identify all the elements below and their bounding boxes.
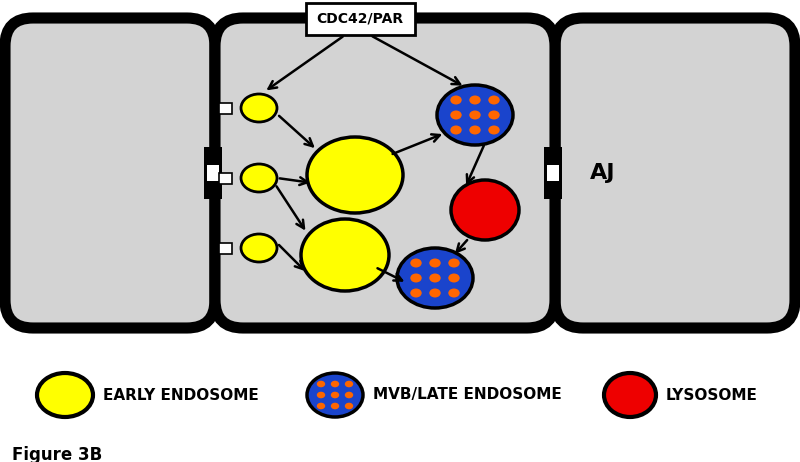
Ellipse shape — [317, 392, 325, 398]
Text: LYSOSOME: LYSOSOME — [666, 388, 758, 402]
Ellipse shape — [241, 94, 277, 122]
Bar — [219, 173, 232, 184]
FancyBboxPatch shape — [5, 18, 215, 328]
Ellipse shape — [448, 259, 460, 267]
Ellipse shape — [450, 126, 462, 134]
Bar — [219, 103, 232, 114]
Ellipse shape — [241, 164, 277, 192]
Text: EARLY ENDOSOME: EARLY ENDOSOME — [103, 388, 258, 402]
Ellipse shape — [488, 96, 500, 104]
Ellipse shape — [410, 274, 422, 282]
Text: Figure 3B: Figure 3B — [12, 446, 102, 462]
Text: AJ: AJ — [590, 163, 615, 183]
Ellipse shape — [345, 403, 354, 409]
Ellipse shape — [307, 373, 363, 417]
FancyBboxPatch shape — [215, 18, 555, 328]
Ellipse shape — [397, 248, 473, 308]
Ellipse shape — [345, 381, 354, 387]
Ellipse shape — [331, 381, 339, 387]
Ellipse shape — [37, 373, 93, 417]
Ellipse shape — [470, 126, 481, 134]
Ellipse shape — [450, 96, 462, 104]
Ellipse shape — [470, 96, 481, 104]
Bar — [207, 165, 219, 181]
Ellipse shape — [430, 259, 441, 267]
Ellipse shape — [488, 126, 500, 134]
Ellipse shape — [488, 110, 500, 120]
Text: MVB/LATE ENDOSOME: MVB/LATE ENDOSOME — [373, 388, 562, 402]
Ellipse shape — [317, 403, 325, 409]
Ellipse shape — [345, 392, 354, 398]
Ellipse shape — [241, 234, 277, 262]
Ellipse shape — [437, 85, 513, 145]
Ellipse shape — [317, 381, 325, 387]
Ellipse shape — [448, 288, 460, 298]
FancyBboxPatch shape — [306, 3, 414, 35]
Ellipse shape — [307, 137, 403, 213]
Bar — [547, 165, 559, 181]
Ellipse shape — [410, 259, 422, 267]
Bar — [219, 243, 232, 254]
Bar — [204, 147, 222, 199]
Ellipse shape — [410, 288, 422, 298]
Ellipse shape — [470, 110, 481, 120]
Ellipse shape — [604, 373, 656, 417]
Bar — [544, 147, 562, 199]
Ellipse shape — [448, 274, 460, 282]
Ellipse shape — [331, 392, 339, 398]
Ellipse shape — [331, 403, 339, 409]
Ellipse shape — [301, 219, 389, 291]
Ellipse shape — [430, 288, 441, 298]
Text: CDC42/PAR: CDC42/PAR — [317, 12, 403, 26]
FancyBboxPatch shape — [555, 18, 795, 328]
Ellipse shape — [450, 110, 462, 120]
Ellipse shape — [430, 274, 441, 282]
Ellipse shape — [451, 180, 519, 240]
